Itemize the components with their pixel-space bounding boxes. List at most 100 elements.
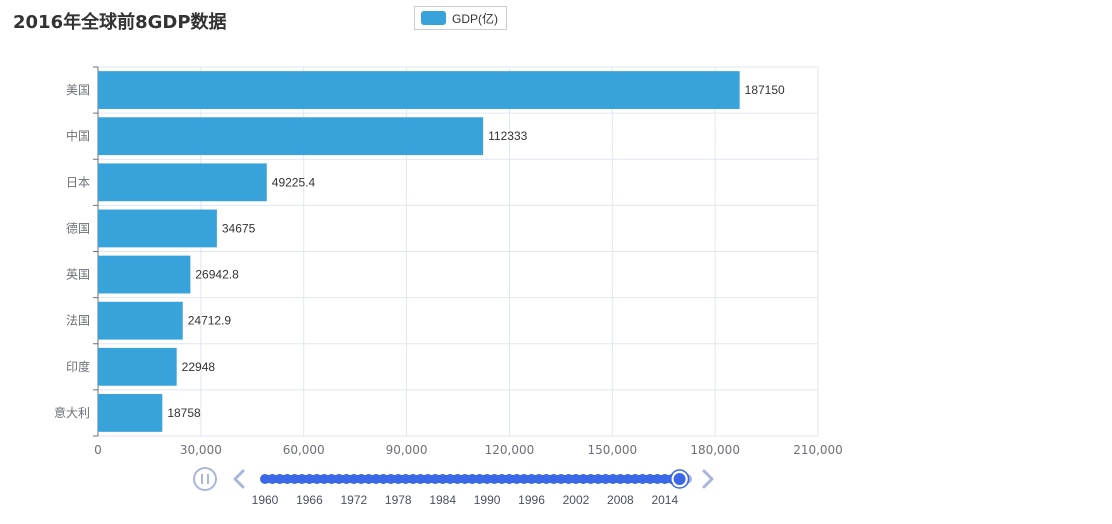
- timeline-dot[interactable]: [334, 474, 345, 484]
- y-category-label: 德国: [66, 220, 90, 235]
- timeline-dot[interactable]: [578, 474, 589, 484]
- bar[interactable]: [98, 394, 163, 432]
- prev-chevron-icon[interactable]: [233, 469, 245, 489]
- timeline-dot[interactable]: [385, 474, 396, 484]
- timeline-dot[interactable]: [304, 474, 315, 484]
- timeline-dot[interactable]: [630, 474, 641, 484]
- timeline-dot[interactable]: [341, 474, 352, 484]
- timeline-dot[interactable]: [400, 474, 411, 484]
- timeline-dot[interactable]: [437, 474, 448, 484]
- timeline-dot[interactable]: [644, 474, 655, 484]
- bar-value-label: 18758: [167, 406, 201, 420]
- timeline-year-label: 1972: [340, 493, 367, 507]
- bar[interactable]: [98, 163, 267, 202]
- timeline-dot[interactable]: [393, 474, 404, 484]
- timeline-dot[interactable]: [297, 474, 308, 484]
- timeline-dot[interactable]: [467, 474, 478, 484]
- play-pause-button[interactable]: [193, 467, 217, 491]
- chart-title: 2016年全球前8GDP数据: [13, 12, 227, 33]
- y-category-label: 中国: [66, 128, 90, 143]
- timeline-dot[interactable]: [274, 474, 285, 484]
- timeline-dot[interactable]: [408, 474, 419, 484]
- timeline-dot[interactable]: [615, 474, 626, 484]
- bar-value-label: 49225.4: [272, 175, 316, 189]
- bar[interactable]: [98, 209, 217, 248]
- x-tick-label: 90,000: [386, 443, 428, 457]
- bar[interactable]: [98, 255, 191, 294]
- bar-value-label: 34675: [222, 221, 256, 235]
- timeline-dot[interactable]: [622, 474, 633, 484]
- timeline-dot[interactable]: [422, 474, 433, 484]
- timeline-current-marker[interactable]: [671, 471, 688, 487]
- bar-value-label: 112333: [488, 129, 527, 143]
- timeline-dot[interactable]: [356, 474, 367, 484]
- timeline-dot[interactable]: [267, 474, 278, 484]
- timeline-dot[interactable]: [563, 474, 574, 484]
- timeline-year-label: 1990: [474, 493, 501, 507]
- timeline-dot[interactable]: [526, 474, 537, 484]
- y-category-label: 日本: [66, 175, 90, 189]
- timeline-dot[interactable]: [326, 474, 337, 484]
- timeline-year-label: 1996: [518, 493, 545, 507]
- timeline-dot[interactable]: [282, 474, 293, 484]
- x-tick-label: 120,000: [485, 443, 535, 457]
- timeline-dot[interactable]: [378, 474, 389, 484]
- timeline-dot[interactable]: [430, 474, 441, 484]
- bar[interactable]: [98, 301, 183, 340]
- timeline-dot[interactable]: [482, 474, 493, 484]
- timeline-dot[interactable]: [459, 474, 470, 484]
- x-tick-label: 60,000: [283, 443, 325, 457]
- timeline-dot[interactable]: [600, 474, 611, 484]
- timeline-dot[interactable]: [489, 474, 500, 484]
- timeline-dot[interactable]: [556, 474, 567, 484]
- chart-legend[interactable]: GDP(亿): [414, 6, 507, 30]
- x-tick-label: 150,000: [587, 443, 637, 457]
- timeline-dot[interactable]: [445, 474, 456, 484]
- timeline-dot[interactable]: [659, 474, 670, 484]
- timeline-year-label: 2008: [607, 493, 634, 507]
- timeline-dot[interactable]: [541, 474, 552, 484]
- bar[interactable]: [98, 117, 484, 156]
- timeline-dot[interactable]: [348, 474, 359, 484]
- timeline-dot[interactable]: [593, 474, 604, 484]
- bar[interactable]: [98, 347, 177, 386]
- timeline-dot[interactable]: [496, 474, 507, 484]
- timeline-year-label: 2002: [563, 493, 590, 507]
- x-tick-label: 180,000: [690, 443, 740, 457]
- timeline-dot[interactable]: [652, 474, 663, 484]
- bar-value-label: 187150: [745, 83, 785, 97]
- timeline-dot[interactable]: [519, 474, 530, 484]
- y-category-label: 法国: [66, 314, 90, 328]
- bar-value-label: 26942.8: [195, 268, 239, 282]
- x-tick-label: 0: [94, 443, 102, 457]
- bar-value-label: 22948: [182, 360, 216, 374]
- timeline-dot[interactable]: [311, 474, 322, 484]
- timeline-dot[interactable]: [607, 474, 618, 484]
- y-category-label: 意大利: [54, 405, 90, 420]
- timeline-dot[interactable]: [363, 474, 374, 484]
- timeline-dot[interactable]: [570, 474, 581, 484]
- x-tick-label: 30,000: [180, 443, 222, 457]
- timeline-dot[interactable]: [585, 474, 596, 484]
- timeline-dot[interactable]: [511, 474, 522, 484]
- timeline-year-label: 1984: [429, 493, 456, 507]
- bar[interactable]: [98, 71, 740, 109]
- next-chevron-icon[interactable]: [702, 469, 714, 489]
- y-category-label: 印度: [66, 359, 90, 374]
- timeline-dot[interactable]: [548, 474, 559, 484]
- timeline-year-label: 1960: [252, 493, 279, 507]
- timeline-dot[interactable]: [533, 474, 544, 484]
- timeline-dot[interactable]: [637, 474, 648, 484]
- timeline-year-label: 1966: [296, 493, 323, 507]
- timeline-dot[interactable]: [474, 474, 485, 484]
- timeline-dot[interactable]: [260, 474, 270, 484]
- timeline-year-label: 2014: [651, 493, 678, 507]
- timeline-dot[interactable]: [504, 474, 515, 484]
- timeline-dot[interactable]: [452, 474, 463, 484]
- timeline-dot[interactable]: [319, 474, 330, 484]
- timeline-dot[interactable]: [371, 474, 382, 484]
- timeline-dot[interactable]: [415, 474, 426, 484]
- y-category-label: 英国: [66, 268, 90, 282]
- timeline-dot[interactable]: [289, 474, 300, 484]
